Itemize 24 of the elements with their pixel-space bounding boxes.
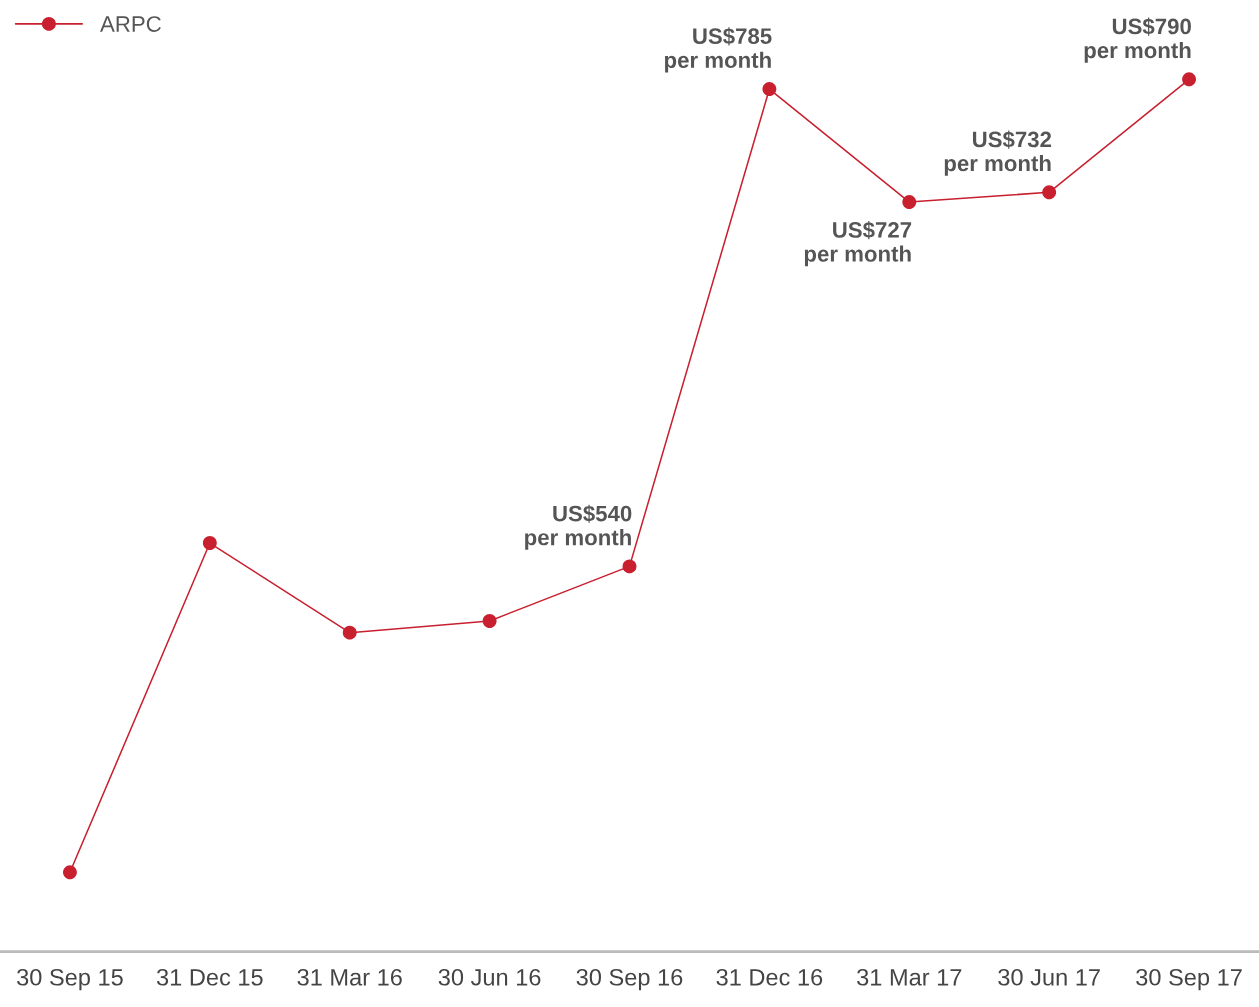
data-label: US$790 per month: [1084, 17, 1191, 63]
x-tick-label: 30 Sep 16: [576, 968, 683, 991]
point: [1182, 72, 1196, 87]
x-tick-label: 31 Mar 16: [297, 968, 402, 986]
point: [902, 195, 917, 209]
point: [482, 614, 497, 628]
x-tick-label: 30 Sep 17: [1136, 968, 1242, 991]
point: [762, 82, 777, 96]
point: [202, 536, 217, 550]
x-tick-label: 31 Dec 15: [156, 968, 263, 986]
x-tick-label: 30 Jun 17: [998, 968, 1100, 986]
data-label: US$732 per month: [944, 130, 1052, 176]
x-tick-label: 30 Jun 16: [438, 968, 541, 986]
x-tick-label: 31 Mar 17: [857, 968, 962, 986]
point: [1042, 185, 1057, 200]
x-tick-label: 30 Sep 15: [17, 968, 123, 991]
point: [622, 559, 637, 574]
point: [342, 625, 357, 640]
point: [63, 865, 77, 880]
data-label: US$540 per month: [525, 504, 632, 550]
x-tick-label: 31 Dec 16: [716, 968, 823, 986]
legend-label: ARPC: [100, 16, 161, 32]
data-label: US$727 per month: [804, 221, 912, 267]
data-label: US$785 per month: [665, 27, 772, 73]
